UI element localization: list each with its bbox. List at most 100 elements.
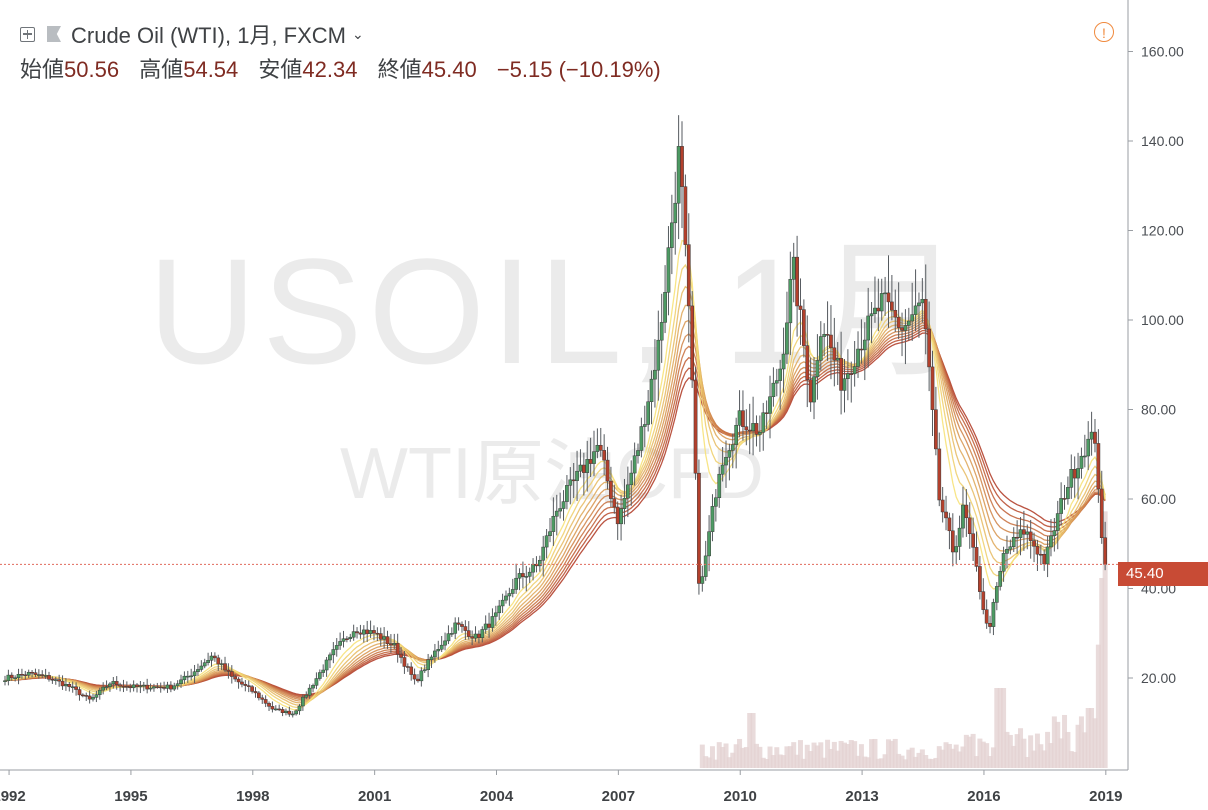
- volume-bar: [716, 742, 722, 768]
- candle-up: [676, 146, 681, 204]
- volume-bar: [1099, 578, 1105, 768]
- candle-up: [490, 616, 495, 628]
- candle-up: [1008, 546, 1013, 550]
- volume-bar: [1078, 716, 1084, 768]
- candle-down: [940, 499, 945, 513]
- candle-down: [747, 429, 752, 432]
- candle-down: [805, 345, 810, 380]
- candle-up: [1005, 548, 1009, 554]
- candle-up: [311, 685, 315, 689]
- volume-bar: [902, 759, 908, 768]
- candle-down: [832, 347, 837, 361]
- y-tick-label: 120.00: [1141, 223, 1184, 239]
- watermark-description: WTI原油CFD: [340, 434, 764, 514]
- candle-up: [1025, 531, 1030, 535]
- current-price-tag: 45.40: [1118, 562, 1208, 586]
- warning-icon[interactable]: !: [1094, 22, 1114, 42]
- candle-up: [517, 573, 522, 579]
- compare-plus-icon[interactable]: [20, 26, 35, 42]
- volume-bar: [906, 749, 912, 768]
- candle-up: [622, 497, 627, 509]
- volume-bar: [1004, 731, 1010, 768]
- candle-up: [26, 671, 31, 676]
- candle-up: [446, 633, 451, 642]
- candle-down: [849, 373, 854, 375]
- candle-down: [683, 186, 688, 245]
- candle-down: [263, 699, 268, 704]
- candle-down: [246, 685, 251, 687]
- volume-bar: [804, 744, 810, 768]
- open-label: 始値: [20, 57, 65, 82]
- candle-up: [558, 508, 562, 512]
- candle-down: [9, 674, 14, 679]
- candle-up: [64, 684, 68, 687]
- candle-up: [317, 672, 322, 679]
- chevron-down-icon[interactable]: ⌄: [352, 25, 364, 42]
- volume-bar: [970, 733, 976, 768]
- candle-up: [737, 410, 742, 426]
- candle-up: [189, 675, 194, 678]
- ema-line: [4, 304, 1106, 704]
- volume-bar: [1031, 750, 1037, 768]
- candle-up: [578, 464, 583, 472]
- volume-bar: [726, 757, 732, 768]
- candle-down: [162, 687, 166, 689]
- volume-bar: [1092, 718, 1098, 768]
- candle-down: [145, 684, 150, 690]
- symbol-row[interactable]: Crude Oil (WTI), 1月, FXCM ⌄: [20, 20, 661, 48]
- candle-up: [917, 302, 921, 307]
- candle-up: [1059, 498, 1063, 514]
- candle-down: [280, 709, 285, 713]
- candle-down: [588, 459, 593, 464]
- volume-bar: [977, 738, 983, 768]
- volume-bar: [940, 749, 946, 768]
- candle-down: [686, 244, 691, 307]
- candle-down: [226, 669, 231, 672]
- candle-down: [477, 633, 481, 638]
- candle-up: [328, 654, 332, 661]
- symbol-title[interactable]: Crude Oil (WTI), 1月, FXCM: [71, 23, 347, 48]
- candle-up: [1076, 468, 1080, 479]
- candle-up: [13, 677, 18, 679]
- candle-up: [196, 669, 200, 672]
- candle-up: [649, 378, 654, 402]
- candle-down: [74, 686, 78, 690]
- candle-up: [778, 368, 783, 381]
- candle-up: [361, 629, 366, 635]
- candle-up: [998, 571, 1003, 587]
- flag-icon[interactable]: [47, 26, 61, 42]
- candle-up: [351, 631, 356, 638]
- candle-up: [1069, 469, 1074, 488]
- candle-up: [632, 455, 637, 474]
- volume-bar: [872, 738, 878, 768]
- candle-up: [493, 612, 498, 617]
- candle-up: [822, 334, 827, 337]
- candle-up: [53, 679, 58, 681]
- candle-up: [179, 679, 183, 684]
- candle-down: [355, 631, 359, 634]
- x-tick-label: 1998: [236, 788, 269, 805]
- volume-bar: [770, 755, 776, 768]
- candle-down: [67, 684, 72, 688]
- candle-up: [321, 669, 326, 673]
- candle-up: [727, 450, 732, 458]
- candle-down: [158, 686, 163, 689]
- candle-down: [378, 633, 383, 640]
- candle-up: [835, 358, 840, 361]
- volume-bar: [709, 746, 715, 768]
- ema-line: [4, 239, 1106, 711]
- candle-down: [1042, 554, 1047, 565]
- candle-up: [629, 472, 634, 486]
- candle-down: [937, 448, 942, 501]
- candle-down: [487, 623, 491, 628]
- volume-bar: [957, 751, 963, 768]
- candle-down: [923, 299, 928, 330]
- candle-up: [209, 655, 214, 661]
- volume-bar: [764, 759, 770, 768]
- candle-down: [1096, 443, 1101, 490]
- candle-up: [527, 571, 532, 577]
- volume-bar: [1034, 733, 1040, 768]
- candle-up: [1055, 513, 1060, 531]
- volume-bar: [706, 757, 712, 768]
